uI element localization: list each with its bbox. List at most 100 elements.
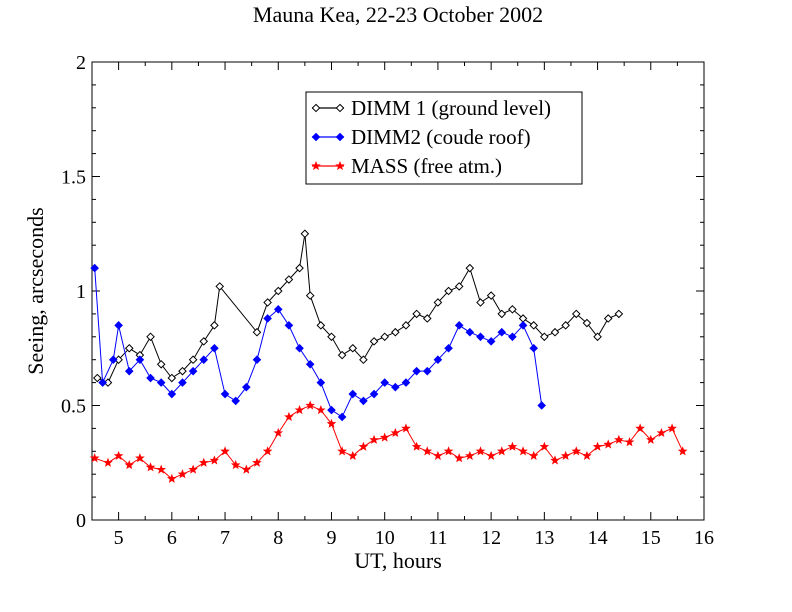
data-point (391, 327, 400, 337)
data-point (486, 450, 496, 460)
x-tick-label: 16 (694, 527, 714, 549)
data-point (348, 343, 358, 353)
data-point (422, 314, 432, 323)
data-point (263, 314, 272, 323)
x-tick-label: 13 (534, 527, 554, 549)
data-point (273, 305, 283, 314)
data-point (252, 457, 262, 467)
data-point (327, 332, 336, 342)
data-point (518, 446, 528, 456)
data-point (359, 355, 368, 365)
data-point (496, 446, 507, 456)
y-tick-label: 1 (76, 281, 86, 303)
data-point (220, 446, 230, 456)
data-point (210, 321, 219, 330)
data-point (571, 309, 581, 319)
data-point (305, 291, 315, 300)
data-point (241, 464, 252, 474)
chart-title: Mauna Kea, 22-23 October 2002 (253, 2, 543, 27)
data-point (454, 321, 464, 330)
data-point (624, 437, 635, 447)
data-point (198, 457, 209, 467)
data-point (300, 229, 310, 239)
data-point (220, 389, 230, 399)
data-point (443, 446, 454, 456)
data-point (433, 355, 443, 365)
data-point (167, 473, 177, 483)
series-line (97, 233, 620, 384)
y-tick-label: 1.5 (61, 167, 86, 189)
data-point (98, 378, 107, 387)
data-point (135, 355, 145, 365)
data-point (294, 405, 305, 415)
legend-marker (335, 132, 345, 142)
data-point (539, 441, 550, 451)
data-point (124, 343, 134, 353)
series-1 (93, 229, 624, 387)
y-tick-label: 0.5 (61, 396, 86, 418)
data-point (433, 298, 443, 307)
data-point (93, 373, 102, 383)
data-point (444, 286, 453, 296)
data-point (537, 401, 546, 410)
data-point (295, 343, 304, 353)
data-point (411, 441, 422, 451)
data-point (347, 450, 358, 460)
data-point (135, 453, 145, 463)
data-point (550, 327, 560, 337)
data-point (614, 309, 624, 319)
data-point (252, 355, 262, 365)
data-point (561, 321, 570, 330)
x-tick-label: 5 (114, 527, 124, 549)
data-point (380, 378, 390, 387)
data-point (656, 427, 667, 438)
data-point (528, 450, 539, 460)
legend-label: MASS (free atm.) (351, 154, 502, 178)
data-point (592, 441, 603, 451)
data-point (263, 298, 272, 307)
data-point (273, 427, 284, 438)
data-point (188, 464, 198, 474)
data-point (369, 389, 379, 399)
data-point (89, 453, 100, 463)
data-point (188, 366, 198, 376)
data-point (540, 332, 549, 342)
data-point (156, 464, 166, 474)
data-point (113, 450, 124, 460)
data-point (369, 337, 379, 346)
data-point (508, 332, 517, 342)
x-axis-label: UT, hours (354, 548, 442, 573)
data-point (124, 366, 134, 376)
x-tick-label: 9 (326, 527, 336, 549)
data-point (391, 382, 400, 392)
data-point (209, 455, 220, 465)
data-point (305, 400, 315, 410)
data-point (359, 396, 368, 406)
data-point (305, 359, 315, 369)
data-point (422, 446, 433, 456)
x-tick-label: 12 (481, 527, 501, 549)
legend-marker (335, 103, 345, 113)
x-tick-label: 14 (588, 527, 608, 549)
data-point (635, 423, 645, 433)
data-point (177, 469, 188, 479)
data-point (146, 373, 155, 383)
data-point (379, 432, 390, 442)
x-tick-label: 10 (375, 527, 395, 549)
data-point (401, 321, 411, 330)
data-point (326, 418, 337, 428)
data-point (156, 378, 166, 387)
data-point (422, 366, 432, 376)
data-point (529, 343, 539, 353)
data-point (454, 453, 464, 463)
data-point (188, 355, 198, 365)
legend: DIMM 1 (ground level) DIMM2 (coude roof) M… (305, 91, 583, 185)
data-point (295, 263, 304, 273)
data-point (390, 427, 401, 438)
data-point (476, 298, 485, 307)
data-point (348, 389, 358, 399)
data-point (199, 337, 209, 346)
data-point (369, 434, 379, 444)
series-layer (89, 229, 688, 483)
data-point (252, 327, 262, 337)
